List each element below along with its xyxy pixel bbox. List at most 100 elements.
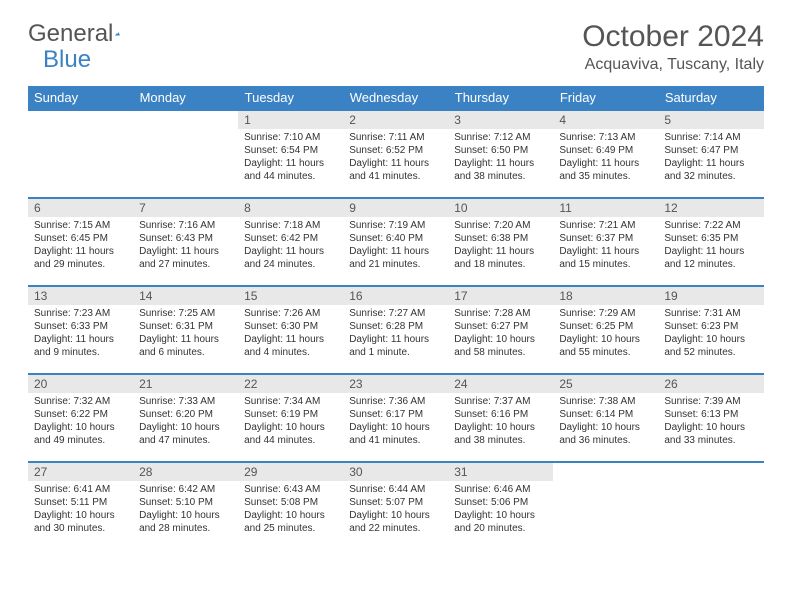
day-details: Sunrise: 7:36 AMSunset: 6:17 PMDaylight:… xyxy=(343,393,448,451)
daylight-text: Daylight: 11 hours and 35 minutes. xyxy=(559,157,652,183)
calendar-week-row: 6Sunrise: 7:15 AMSunset: 6:45 PMDaylight… xyxy=(28,198,764,286)
day-number xyxy=(133,110,238,129)
calendar-cell: 13Sunrise: 7:23 AMSunset: 6:33 PMDayligh… xyxy=(28,286,133,374)
sunrise-text: Sunrise: 7:10 AM xyxy=(244,131,337,144)
sunset-text: Sunset: 6:35 PM xyxy=(664,232,757,245)
day-details: Sunrise: 7:11 AMSunset: 6:52 PMDaylight:… xyxy=(343,129,448,187)
day-number: 25 xyxy=(553,374,658,393)
sunrise-text: Sunrise: 7:13 AM xyxy=(559,131,652,144)
daylight-text: Daylight: 11 hours and 4 minutes. xyxy=(244,333,337,359)
sunrise-text: Sunrise: 7:15 AM xyxy=(34,219,127,232)
day-details: Sunrise: 6:43 AMSunset: 5:08 PMDaylight:… xyxy=(238,481,343,539)
calendar-cell: 4Sunrise: 7:13 AMSunset: 6:49 PMDaylight… xyxy=(553,110,658,198)
calendar-week-row: 27Sunrise: 6:41 AMSunset: 5:11 PMDayligh… xyxy=(28,462,764,550)
daylight-text: Daylight: 10 hours and 38 minutes. xyxy=(454,421,547,447)
day-number: 8 xyxy=(238,198,343,217)
day-number: 9 xyxy=(343,198,448,217)
day-number: 16 xyxy=(343,286,448,305)
day-details: Sunrise: 7:31 AMSunset: 6:23 PMDaylight:… xyxy=(658,305,763,363)
day-details: Sunrise: 7:12 AMSunset: 6:50 PMDaylight:… xyxy=(448,129,553,187)
day-header-row: Sunday Monday Tuesday Wednesday Thursday… xyxy=(28,86,764,110)
sunset-text: Sunset: 6:38 PM xyxy=(454,232,547,245)
logo-text2: Blue xyxy=(43,46,91,74)
sunrise-text: Sunrise: 6:42 AM xyxy=(139,483,232,496)
day-number: 13 xyxy=(28,286,133,305)
sunset-text: Sunset: 6:16 PM xyxy=(454,408,547,421)
day-header: Tuesday xyxy=(238,86,343,110)
logo-text1: General xyxy=(28,20,113,48)
sunrise-text: Sunrise: 7:11 AM xyxy=(349,131,442,144)
daylight-text: Daylight: 10 hours and 20 minutes. xyxy=(454,509,547,535)
daylight-text: Daylight: 10 hours and 41 minutes. xyxy=(349,421,442,447)
daylight-text: Daylight: 11 hours and 44 minutes. xyxy=(244,157,337,183)
day-number: 18 xyxy=(553,286,658,305)
calendar-week-row: 1Sunrise: 7:10 AMSunset: 6:54 PMDaylight… xyxy=(28,110,764,198)
sunrise-text: Sunrise: 7:32 AM xyxy=(34,395,127,408)
sunrise-text: Sunrise: 7:28 AM xyxy=(454,307,547,320)
sunset-text: Sunset: 6:43 PM xyxy=(139,232,232,245)
sunset-text: Sunset: 6:47 PM xyxy=(664,144,757,157)
daylight-text: Daylight: 11 hours and 41 minutes. xyxy=(349,157,442,183)
day-details: Sunrise: 7:27 AMSunset: 6:28 PMDaylight:… xyxy=(343,305,448,363)
daylight-text: Daylight: 11 hours and 12 minutes. xyxy=(664,245,757,271)
sunrise-text: Sunrise: 7:31 AM xyxy=(664,307,757,320)
calendar-cell: 26Sunrise: 7:39 AMSunset: 6:13 PMDayligh… xyxy=(658,374,763,462)
calendar-cell xyxy=(28,110,133,198)
daylight-text: Daylight: 10 hours and 25 minutes. xyxy=(244,509,337,535)
day-details: Sunrise: 7:13 AMSunset: 6:49 PMDaylight:… xyxy=(553,129,658,187)
calendar-cell: 30Sunrise: 6:44 AMSunset: 5:07 PMDayligh… xyxy=(343,462,448,550)
sunset-text: Sunset: 6:42 PM xyxy=(244,232,337,245)
day-details: Sunrise: 7:33 AMSunset: 6:20 PMDaylight:… xyxy=(133,393,238,451)
day-header: Sunday xyxy=(28,86,133,110)
sunrise-text: Sunrise: 7:20 AM xyxy=(454,219,547,232)
calendar-cell: 18Sunrise: 7:29 AMSunset: 6:25 PMDayligh… xyxy=(553,286,658,374)
sunset-text: Sunset: 6:25 PM xyxy=(559,320,652,333)
title-block: October 2024 Acquaviva, Tuscany, Italy xyxy=(582,20,764,74)
sunset-text: Sunset: 6:27 PM xyxy=(454,320,547,333)
calendar-cell: 16Sunrise: 7:27 AMSunset: 6:28 PMDayligh… xyxy=(343,286,448,374)
logo-wave-icon xyxy=(115,24,120,44)
day-number: 12 xyxy=(658,198,763,217)
day-details: Sunrise: 7:34 AMSunset: 6:19 PMDaylight:… xyxy=(238,393,343,451)
day-details: Sunrise: 7:32 AMSunset: 6:22 PMDaylight:… xyxy=(28,393,133,451)
daylight-text: Daylight: 11 hours and 32 minutes. xyxy=(664,157,757,183)
day-details: Sunrise: 7:20 AMSunset: 6:38 PMDaylight:… xyxy=(448,217,553,275)
location: Acquaviva, Tuscany, Italy xyxy=(582,56,764,74)
sunrise-text: Sunrise: 7:16 AM xyxy=(139,219,232,232)
day-number: 11 xyxy=(553,198,658,217)
calendar-cell: 2Sunrise: 7:11 AMSunset: 6:52 PMDaylight… xyxy=(343,110,448,198)
calendar-cell xyxy=(133,110,238,198)
day-number: 15 xyxy=(238,286,343,305)
sunrise-text: Sunrise: 7:19 AM xyxy=(349,219,442,232)
day-details: Sunrise: 7:22 AMSunset: 6:35 PMDaylight:… xyxy=(658,217,763,275)
daylight-text: Daylight: 11 hours and 1 minute. xyxy=(349,333,442,359)
sunrise-text: Sunrise: 6:46 AM xyxy=(454,483,547,496)
calendar-cell: 20Sunrise: 7:32 AMSunset: 6:22 PMDayligh… xyxy=(28,374,133,462)
sunrise-text: Sunrise: 6:43 AM xyxy=(244,483,337,496)
day-details: Sunrise: 7:28 AMSunset: 6:27 PMDaylight:… xyxy=(448,305,553,363)
sunrise-text: Sunrise: 7:21 AM xyxy=(559,219,652,232)
calendar-cell: 21Sunrise: 7:33 AMSunset: 6:20 PMDayligh… xyxy=(133,374,238,462)
calendar-cell xyxy=(658,462,763,550)
daylight-text: Daylight: 10 hours and 55 minutes. xyxy=(559,333,652,359)
daylight-text: Daylight: 11 hours and 6 minutes. xyxy=(139,333,232,359)
calendar-cell: 9Sunrise: 7:19 AMSunset: 6:40 PMDaylight… xyxy=(343,198,448,286)
day-details: Sunrise: 7:14 AMSunset: 6:47 PMDaylight:… xyxy=(658,129,763,187)
daylight-text: Daylight: 10 hours and 22 minutes. xyxy=(349,509,442,535)
sunset-text: Sunset: 6:50 PM xyxy=(454,144,547,157)
day-number: 26 xyxy=(658,374,763,393)
calendar-cell: 12Sunrise: 7:22 AMSunset: 6:35 PMDayligh… xyxy=(658,198,763,286)
sunset-text: Sunset: 6:31 PM xyxy=(139,320,232,333)
daylight-text: Daylight: 11 hours and 29 minutes. xyxy=(34,245,127,271)
day-details: Sunrise: 7:16 AMSunset: 6:43 PMDaylight:… xyxy=(133,217,238,275)
calendar-cell: 7Sunrise: 7:16 AMSunset: 6:43 PMDaylight… xyxy=(133,198,238,286)
daylight-text: Daylight: 11 hours and 38 minutes. xyxy=(454,157,547,183)
daylight-text: Daylight: 10 hours and 30 minutes. xyxy=(34,509,127,535)
day-number: 5 xyxy=(658,110,763,129)
sunset-text: Sunset: 6:30 PM xyxy=(244,320,337,333)
sunset-text: Sunset: 6:28 PM xyxy=(349,320,442,333)
calendar-cell: 10Sunrise: 7:20 AMSunset: 6:38 PMDayligh… xyxy=(448,198,553,286)
calendar-week-row: 13Sunrise: 7:23 AMSunset: 6:33 PMDayligh… xyxy=(28,286,764,374)
sunset-text: Sunset: 6:17 PM xyxy=(349,408,442,421)
day-number: 17 xyxy=(448,286,553,305)
